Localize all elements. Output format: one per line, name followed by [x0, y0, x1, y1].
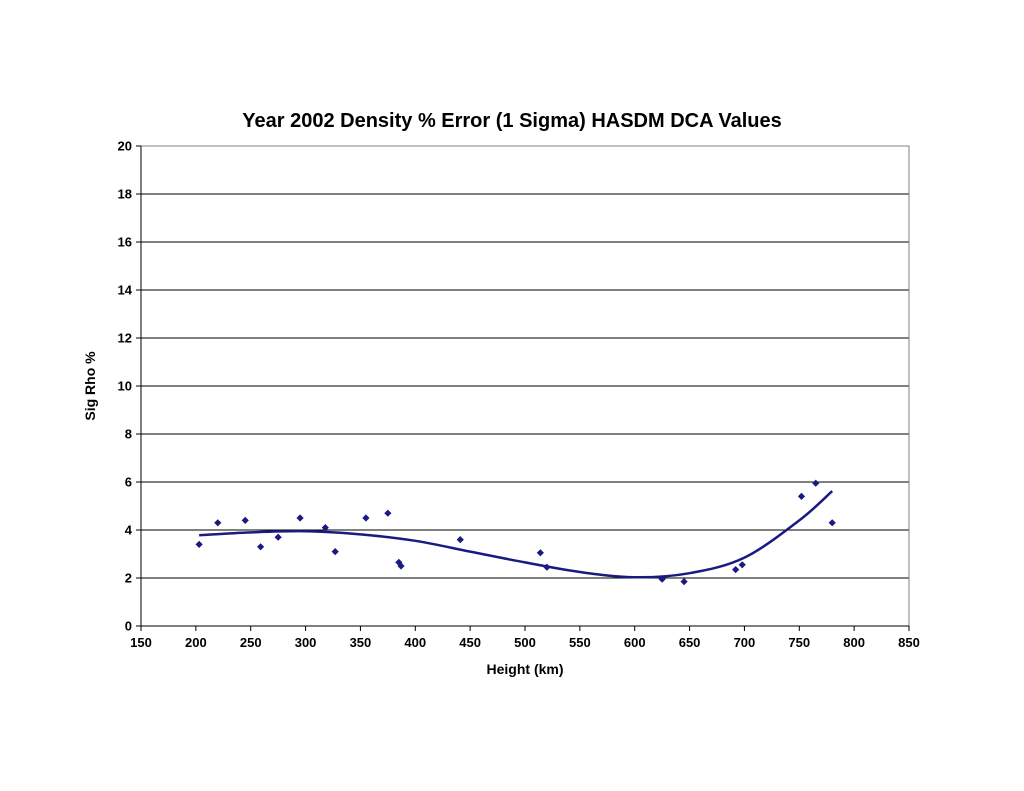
data-point-7 — [331, 548, 339, 556]
data-point-3 — [256, 543, 265, 551]
x-tick-labels: 150 200 250 300 350 400 450 500 550 600 650 700 750 8… — [130, 635, 920, 650]
y-tick-label: 12 — [118, 331, 132, 346]
x-tick-label: 450 — [459, 635, 481, 650]
y-tick-label: 8 — [125, 427, 132, 442]
trendline-layer — [199, 490, 834, 579]
x-tick-label: 300 — [295, 635, 317, 650]
data-point-4 — [274, 533, 282, 541]
data-point-21 — [828, 519, 836, 527]
data-point-6 — [321, 524, 329, 532]
y-tick-label: 10 — [118, 379, 132, 394]
y-tick-label: 20 — [118, 139, 132, 154]
data-points — [195, 479, 836, 586]
data-point-0 — [195, 540, 203, 548]
data-point-18 — [738, 561, 746, 569]
x-tick-label: 800 — [843, 635, 865, 650]
data-point-13 — [536, 549, 544, 557]
x-tick-label: 150 — [130, 635, 152, 650]
data-point-9 — [384, 509, 392, 517]
x-tick-label: 650 — [679, 635, 701, 650]
x-tick-label: 550 — [569, 635, 591, 650]
x-tick-label: 500 — [514, 635, 536, 650]
chart-title: Year 2002 Density % Error (1 Sigma) HASD… — [242, 110, 781, 132]
data-point-8 — [362, 514, 370, 522]
x-tick-label: 200 — [185, 635, 207, 650]
y-tick-label: 2 — [125, 571, 132, 586]
y-tick-label: 4 — [125, 523, 133, 538]
x-tick-label: 700 — [734, 635, 756, 650]
data-point-11 — [397, 562, 405, 570]
data-point-19 — [797, 492, 806, 500]
trendline — [199, 490, 834, 579]
y-tick-labels: 0 2 4 6 8 10 12 14 16 18 20 — [118, 139, 133, 634]
y-tick-label: 16 — [118, 235, 132, 250]
x-tick-label: 600 — [624, 635, 646, 650]
data-point-15 — [658, 575, 666, 583]
data-point-20 — [812, 479, 820, 487]
x-tick-label: 750 — [788, 635, 810, 650]
x-tick-label: 250 — [240, 635, 262, 650]
data-point-16 — [680, 578, 688, 586]
data-point-2 — [241, 516, 249, 524]
x-tick-label: 350 — [350, 635, 372, 650]
x-axis-label: Height (km) — [487, 661, 564, 677]
x-tick-label: 850 — [898, 635, 920, 650]
x-tick-label: 400 — [404, 635, 426, 650]
gridlines — [141, 145, 909, 579]
y-tick-label: 6 — [125, 475, 132, 490]
y-tick-label: 14 — [118, 283, 133, 298]
y-axis-label: Sig Rho % — [82, 351, 98, 421]
axes — [136, 145, 910, 631]
y-tick-label: 0 — [125, 619, 132, 634]
y-tick-label: 18 — [118, 187, 132, 202]
data-point-5 — [296, 514, 304, 522]
data-point-17 — [732, 566, 740, 574]
data-point-14 — [543, 563, 551, 571]
data-point-1 — [214, 519, 222, 527]
data-point-12 — [456, 536, 464, 544]
